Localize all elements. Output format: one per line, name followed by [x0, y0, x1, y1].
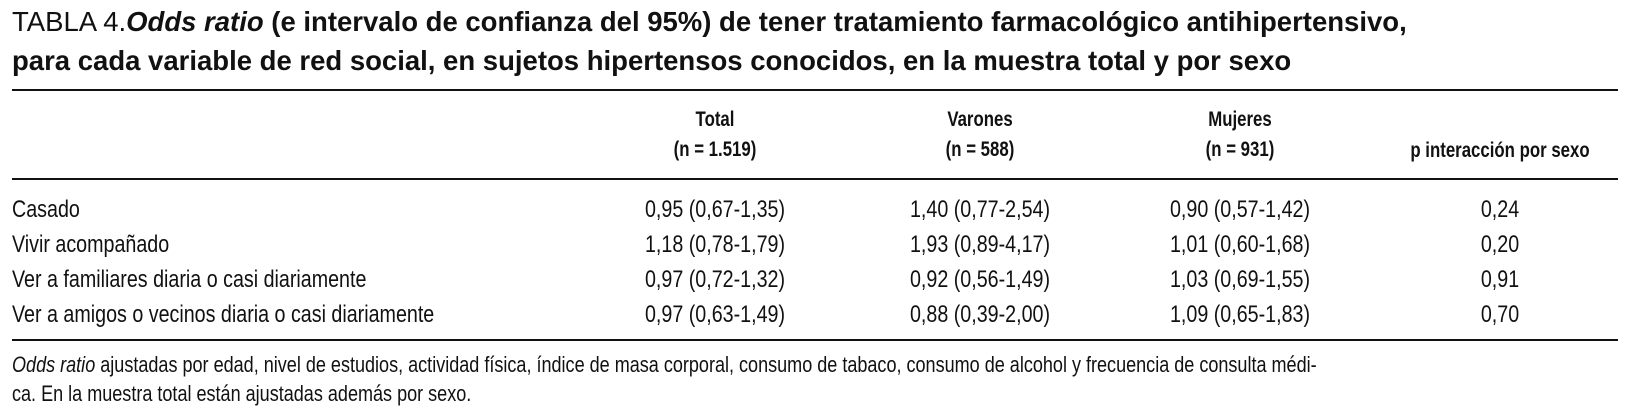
header-total: Total (n = 1.519): [615, 105, 815, 165]
cell-p-interaction: 0,91: [1480, 266, 1520, 293]
cell-mujeres: 1,03 (0,69-1,55): [1169, 266, 1311, 293]
cell-varones: 0,88 (0,39-2,00): [909, 301, 1051, 328]
cell-mujeres: 1,01 (0,60-1,68): [1169, 231, 1311, 258]
cell-mujeres: 0,90 (0,57-1,42): [1169, 196, 1311, 223]
table-title: TABLA 4.Odds ratio (e intervalo de confi…: [12, 2, 1612, 80]
bottom-rule: [12, 339, 1618, 341]
cell-total: 0,95 (0,67-1,35): [644, 196, 786, 223]
cell-p-interaction: 0,20: [1480, 231, 1520, 258]
footnote-line1: ajustadas por edad, nivel de estudios, a…: [95, 352, 1317, 377]
header-mujeres: Mujeres (n = 931): [1140, 105, 1340, 165]
cell-varones: 1,93 (0,89-4,17): [909, 231, 1051, 258]
cell-p-interaction: 0,70: [1480, 301, 1520, 328]
header-varones-n: (n = 588): [945, 138, 1015, 161]
header-rule: [12, 178, 1618, 180]
header-varones-name: Varones: [947, 108, 1013, 131]
title-text-line1: (e intervalo de confianza del 95%) de te…: [263, 6, 1407, 37]
footnote-line2: ca. En la muestra total están ajustadas …: [12, 381, 472, 406]
cell-total: 1,18 (0,78-1,79): [644, 231, 786, 258]
footnote-emphasis: Odds ratio: [12, 352, 96, 377]
table-row: Casado 0,95 (0,67-1,35) 1,40 (0,77-2,54)…: [0, 192, 1633, 227]
cell-total: 0,97 (0,72-1,32): [644, 266, 786, 293]
header-mujeres-n: (n = 931): [1205, 138, 1275, 161]
cell-varones: 0,92 (0,56-1,49): [909, 266, 1051, 293]
cell-mujeres: 1,09 (0,65-1,83): [1169, 301, 1311, 328]
title-emphasis: Odds ratio: [126, 6, 264, 37]
table-row: Ver a familiares diaria o casi diariamen…: [0, 262, 1633, 297]
header-mujeres-name: Mujeres: [1208, 108, 1272, 131]
table-row: Vivir acompañado 1,18 (0,78-1,79) 1,93 (…: [0, 227, 1633, 262]
title-text-line2: para cada variable de red social, en suj…: [12, 45, 1292, 76]
header-total-name: Total: [695, 108, 735, 131]
header-varones: Varones (n = 588): [880, 105, 1080, 165]
table-row: Ver a amigos o vecinos diaria o casi dia…: [0, 297, 1633, 332]
cell-total: 0,97 (0,63-1,49): [644, 301, 786, 328]
cell-varones: 1,40 (0,77-2,54): [909, 196, 1051, 223]
header-total-n: (n = 1.519): [673, 138, 757, 161]
row-label: Vivir acompañado: [12, 231, 170, 258]
row-label: Casado: [12, 196, 80, 223]
row-label: Ver a familiares diaria o casi diariamen…: [12, 266, 367, 293]
row-label: Ver a amigos o vecinos diaria o casi dia…: [12, 301, 435, 328]
cell-p-interaction: 0,24: [1480, 196, 1520, 223]
table-number-label: TABLA 4.: [12, 6, 127, 37]
header-interaction: p interacción por sexo: [1410, 139, 1590, 162]
table-footnote: Odds ratio ajustadas por edad, nivel de …: [12, 350, 1611, 408]
top-rule: [12, 89, 1618, 91]
